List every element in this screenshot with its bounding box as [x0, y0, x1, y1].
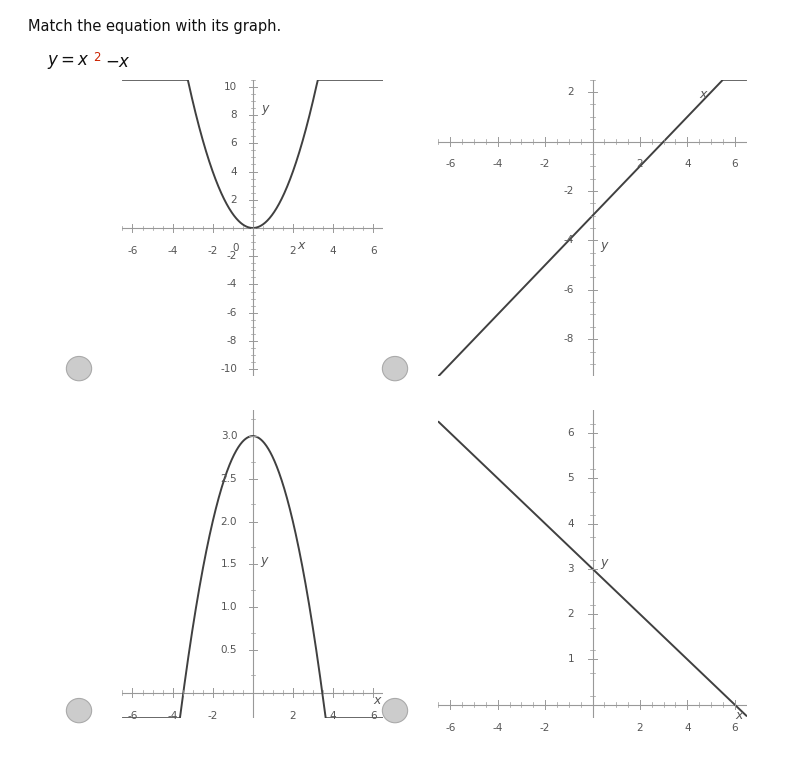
Text: -2: -2: [208, 245, 218, 256]
Text: Match the equation with its graph.: Match the equation with its graph.: [28, 19, 281, 34]
Text: -2: -2: [540, 723, 551, 733]
Text: 2: 2: [231, 195, 237, 204]
Text: 5: 5: [567, 473, 574, 483]
Text: -4: -4: [492, 160, 503, 169]
Text: 2: 2: [290, 711, 296, 721]
Text: 2: 2: [567, 609, 574, 619]
Text: $ - x$: $ - x$: [105, 53, 131, 71]
Text: -4: -4: [227, 280, 237, 290]
Text: 2.5: 2.5: [220, 473, 237, 484]
Text: 1: 1: [567, 654, 574, 664]
Text: $y = x$: $y = x$: [47, 53, 90, 71]
Text: -6: -6: [445, 723, 456, 733]
Text: 8: 8: [231, 110, 237, 120]
Text: $^2$: $^2$: [93, 53, 102, 71]
Text: -6: -6: [227, 308, 237, 318]
Text: 2: 2: [567, 87, 574, 97]
Text: y: y: [600, 556, 608, 568]
Text: -4: -4: [167, 245, 178, 256]
Text: 2: 2: [637, 723, 643, 733]
Text: 6: 6: [567, 428, 574, 438]
Text: -4: -4: [563, 236, 574, 245]
Text: 0: 0: [233, 243, 239, 253]
Text: -8: -8: [563, 334, 574, 344]
Text: 0.5: 0.5: [220, 644, 237, 655]
Text: -4: -4: [492, 723, 503, 733]
Text: x: x: [297, 239, 304, 252]
Text: -2: -2: [227, 252, 237, 261]
Text: x: x: [699, 88, 706, 101]
Text: y: y: [261, 102, 268, 115]
Text: -6: -6: [445, 160, 456, 169]
Text: 4: 4: [329, 245, 337, 256]
Text: 6: 6: [370, 245, 377, 256]
Text: 1.0: 1.0: [220, 602, 237, 612]
Text: 3.0: 3.0: [220, 431, 237, 441]
Text: x: x: [735, 709, 743, 722]
Text: 3: 3: [567, 564, 574, 574]
Text: 6: 6: [370, 711, 377, 721]
Text: -2: -2: [208, 711, 218, 721]
Text: -6: -6: [127, 245, 137, 256]
Text: -6: -6: [127, 711, 137, 721]
Text: 4: 4: [684, 160, 690, 169]
Text: 4: 4: [329, 711, 337, 721]
Text: 6: 6: [732, 160, 738, 169]
Text: 4: 4: [567, 518, 574, 528]
Text: -8: -8: [227, 336, 237, 346]
Text: -6: -6: [563, 285, 574, 295]
Text: 6: 6: [231, 138, 237, 148]
Text: 4: 4: [684, 723, 690, 733]
Text: y: y: [600, 239, 608, 252]
Text: 6: 6: [732, 723, 738, 733]
Text: y: y: [260, 553, 267, 566]
Text: 1.5: 1.5: [220, 559, 237, 569]
Text: 4: 4: [231, 166, 237, 176]
Text: 2.0: 2.0: [220, 517, 237, 527]
Text: -2: -2: [540, 160, 551, 169]
Text: -4: -4: [167, 711, 178, 721]
Text: -10: -10: [220, 364, 237, 374]
Text: 10: 10: [224, 82, 237, 92]
Text: 2: 2: [637, 160, 643, 169]
Text: -2: -2: [563, 186, 574, 196]
Text: 2: 2: [290, 245, 296, 256]
Text: x: x: [374, 695, 381, 708]
